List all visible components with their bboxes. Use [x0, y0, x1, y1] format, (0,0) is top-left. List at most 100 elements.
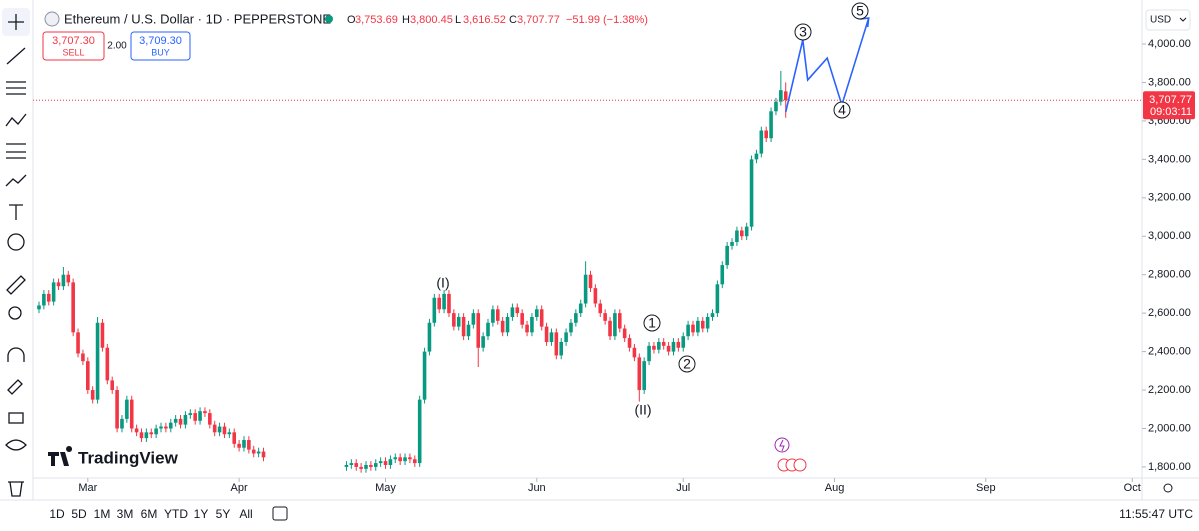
timeframe-button[interactable]: 1Y [194, 507, 209, 521]
candle-body [154, 428, 158, 435]
candle-body [408, 457, 412, 460]
lock-drawing-tool[interactable] [7, 379, 23, 395]
candle [456, 313, 461, 331]
fib-tool[interactable] [6, 81, 26, 95]
ruler-tool[interactable] [6, 275, 26, 295]
icon-tool[interactable] [7, 233, 25, 251]
y-tick-label: 2,400.00 [1148, 345, 1191, 357]
timeframe-button[interactable]: All [239, 507, 252, 521]
buy-button[interactable] [130, 31, 191, 61]
candle [735, 226, 739, 246]
candle-body [617, 313, 622, 329]
timeframe-button[interactable]: 5Y [216, 507, 231, 521]
symbol-logo [44, 11, 60, 27]
remove-tool[interactable] [8, 481, 24, 497]
lock-tool[interactable] [8, 412, 24, 424]
wave-label: 2 [683, 356, 691, 372]
candle [622, 324, 627, 342]
candle [681, 332, 686, 352]
candle [637, 353, 642, 402]
candle [613, 309, 617, 341]
economic-event[interactable] [793, 458, 807, 472]
pattern-tool[interactable] [5, 113, 27, 127]
candle-body [413, 459, 417, 464]
candle-body [447, 293, 451, 314]
ohlc-key: H [402, 14, 410, 26]
candle-body [383, 461, 388, 466]
candle [764, 126, 768, 143]
wave-label-circle [833, 101, 851, 119]
candle [569, 318, 573, 337]
candle [110, 376, 115, 394]
candle-body [173, 418, 178, 423]
date-range-button[interactable] [272, 506, 288, 521]
x-tick-label: Sep [976, 482, 996, 494]
visibility-tool[interactable] [5, 439, 27, 451]
candle [652, 341, 656, 354]
candle-body [505, 316, 510, 333]
candle [227, 428, 232, 439]
timeframe-button[interactable]: YTD [164, 507, 188, 521]
candle [564, 328, 568, 346]
candle [164, 422, 168, 433]
magnet-tool[interactable] [7, 347, 25, 362]
timeframe-button[interactable]: 6M [141, 507, 158, 521]
candle-body [344, 465, 349, 467]
candle [666, 341, 671, 356]
brush-tool[interactable] [5, 174, 27, 187]
candle [657, 338, 661, 354]
candle-body [700, 320, 705, 329]
candle [393, 453, 398, 464]
timeframe-button[interactable]: 1M [94, 507, 111, 521]
candle-body [495, 309, 500, 321]
candle [671, 338, 676, 356]
candle [159, 422, 163, 433]
candle [769, 107, 773, 143]
symbol-title: Ethereum / U.S. Dollar · 1D · PEPPERSTON… [64, 11, 331, 26]
candle [129, 395, 134, 433]
timeframe-button[interactable]: 3M [117, 507, 134, 521]
cross-icon [8, 14, 24, 30]
forecast-tool[interactable] [6, 143, 26, 159]
candle-body [403, 457, 407, 462]
y-tick-label: 2,800.00 [1148, 269, 1191, 281]
zoom-tool[interactable] [8, 306, 22, 320]
candle-body [461, 316, 466, 337]
candle-body [466, 324, 471, 337]
candle-body [671, 341, 676, 352]
candle [661, 338, 666, 350]
trendline-tool[interactable] [6, 47, 26, 65]
candle-body [349, 463, 354, 466]
candle [422, 347, 427, 404]
buy-price: 3,709.30 [139, 35, 182, 47]
event-icon[interactable] [774, 437, 790, 453]
y-tick-label: 2,000.00 [1148, 422, 1191, 434]
currency-button[interactable] [1145, 9, 1191, 31]
candle-body [393, 457, 398, 460]
candle-body [256, 451, 261, 454]
candle [364, 461, 368, 473]
ohlc-key: C [509, 14, 517, 26]
candle [90, 386, 95, 404]
candle [144, 428, 149, 442]
candle-body [164, 426, 168, 429]
wave-label: (I) [436, 275, 449, 291]
candle [759, 126, 764, 158]
timeframe-button[interactable]: 1D [49, 507, 65, 521]
candle-body [578, 303, 583, 314]
candle-body [613, 313, 617, 337]
candle [344, 461, 349, 471]
x-tick-label: Oct [1124, 482, 1141, 494]
candle-body [217, 426, 222, 433]
candle-body [105, 347, 110, 381]
candle-body [81, 353, 85, 362]
currency-caret [1179, 17, 1187, 22]
candle [505, 313, 510, 337]
text-tool[interactable] [9, 204, 23, 220]
x-tick-label: Aug [825, 482, 845, 494]
settings-icon[interactable] [1163, 483, 1173, 493]
timeframe-button[interactable]: 5D [71, 507, 87, 521]
candle-body [125, 399, 129, 419]
sell-button[interactable] [42, 31, 105, 61]
candle [417, 395, 422, 467]
